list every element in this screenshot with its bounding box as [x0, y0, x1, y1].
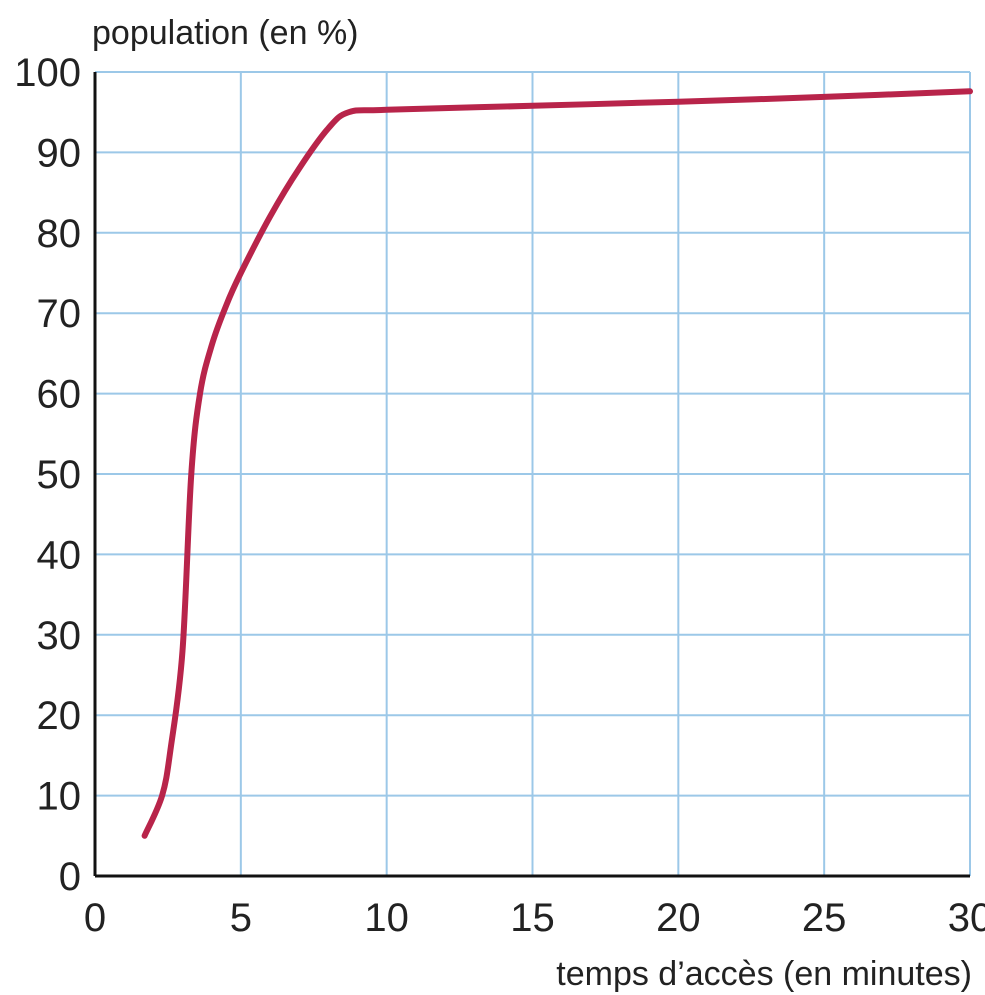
y-tick-label: 90	[37, 131, 82, 175]
x-tick-label: 0	[84, 896, 106, 940]
axes	[93, 72, 970, 878]
x-tick-label: 20	[656, 896, 701, 940]
y-tick-label: 50	[37, 453, 82, 497]
y-tick-label: 30	[37, 614, 82, 658]
x-tick-label: 10	[364, 896, 409, 940]
x-axis-title: temps d’accès (en minutes)	[556, 955, 972, 993]
y-tick-label: 70	[37, 292, 82, 336]
y-axis-title: population (en %)	[92, 14, 359, 52]
x-tick-label: 30	[948, 896, 985, 940]
series-layer	[141, 88, 973, 839]
grid	[95, 71, 971, 876]
x-tick-label: 25	[802, 896, 847, 940]
y-tick-label: 80	[37, 212, 82, 256]
y-tick-label: 20	[37, 694, 82, 738]
series-line	[141, 88, 973, 839]
y-tick-label: 60	[37, 373, 82, 417]
y-tick-label: 0	[59, 855, 81, 899]
x-tick-label: 5	[230, 896, 252, 940]
y-tick-label: 100	[14, 51, 81, 95]
tick-labels: 0 10 20 30 40 50 60 70 80 90 100 0 5 10 15 20 25 30	[14, 51, 985, 940]
y-tick-label: 10	[37, 775, 82, 819]
x-tick-label: 15	[510, 896, 555, 940]
y-tick-label: 40	[37, 533, 82, 577]
